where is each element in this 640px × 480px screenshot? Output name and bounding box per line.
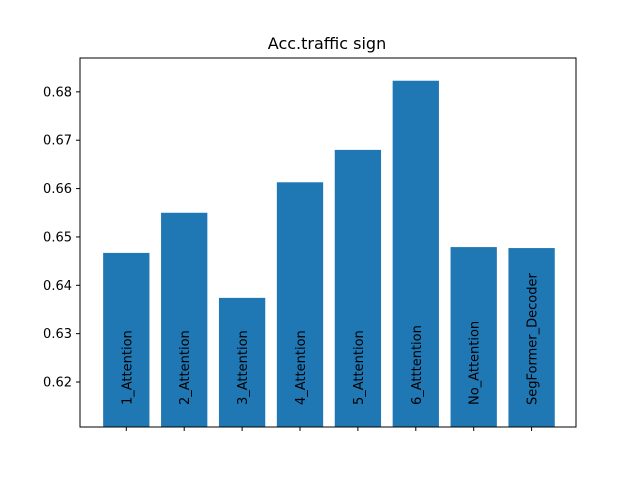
y-tick-label-4: 0.65: [43, 230, 72, 245]
bar-label-6: 6_Atttention: [410, 325, 425, 405]
y-tick-label-3: 0.64: [43, 279, 72, 294]
bar-label-7: No_Attention: [468, 321, 483, 405]
bar-label-4: 4_Attention: [294, 330, 309, 405]
bar-3: [218, 297, 266, 427]
bar-5: [334, 149, 382, 427]
bar-label-3: 3_Attention: [236, 330, 251, 405]
bar-label-2: 2_Attention: [178, 330, 193, 405]
bar-8: [508, 248, 555, 427]
bar-1: [103, 252, 150, 427]
bar-4: [276, 182, 324, 427]
y-axis: 0.62 0.63 0.64 0.65 0.66 0.67 0.68: [43, 85, 80, 391]
bar-label-1: 1_Attention: [120, 330, 135, 405]
bars-group: 1_Attention 2_Attention 3_Attention 4_Atten…: [103, 80, 555, 427]
bar-7: [450, 247, 497, 427]
x-axis: [125, 427, 533, 431]
y-tick-label-6: 0.67: [43, 134, 72, 149]
y-tick-label-5: 0.66: [43, 182, 72, 197]
bar-2: [161, 212, 208, 427]
chart-title: Acc.traffic sign: [268, 34, 386, 53]
plot-frame: [79, 57, 577, 428]
y-tick-label-1: 0.62: [43, 376, 72, 391]
bar-6: [392, 80, 439, 427]
y-tick-label-2: 0.63: [43, 327, 72, 342]
y-tick-label-7: 0.68: [43, 85, 72, 100]
bar-label-8: SegFormer_Decoder: [526, 273, 541, 405]
bar-label-5: 5_Attention: [352, 330, 367, 405]
